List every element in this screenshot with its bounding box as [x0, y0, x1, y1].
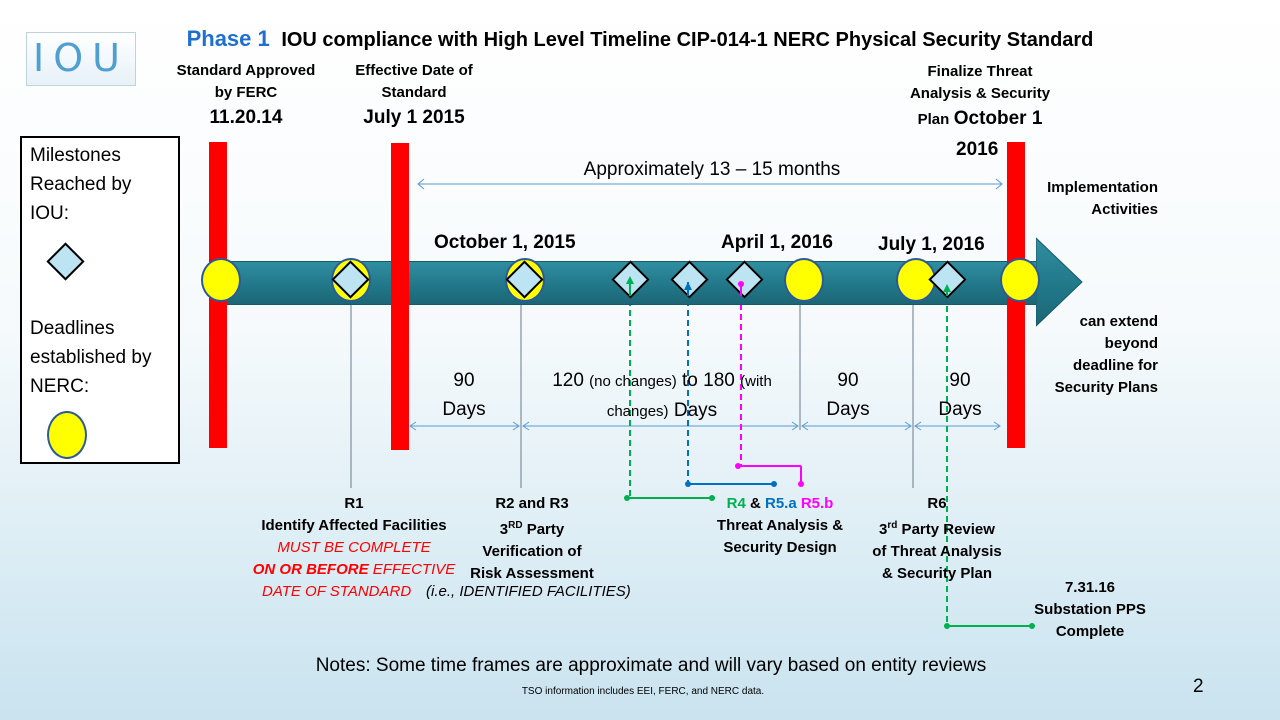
span-arrow	[417, 178, 1003, 190]
implementation-label: Implementation Activities	[1047, 179, 1158, 218]
tso-footnote: TSO information includes EEI, FERC, and …	[521, 686, 765, 697]
pps-complete-block: 7.31.16 Substation PPS Complete	[1034, 579, 1146, 640]
title-text: IOU compliance with High Level Timeline …	[281, 29, 1094, 51]
date-apr-2016: April 1, 2016	[721, 232, 833, 253]
duration-4: 90 Days	[938, 370, 982, 420]
extend-label: can extend beyond deadline for Security …	[1054, 313, 1158, 396]
finalize-plan-line: Plan October 1	[917, 108, 1043, 129]
deadline-marker-final	[1000, 258, 1040, 302]
slide-title: Phase 1 IOU compliance with High Level T…	[0, 26, 1280, 52]
timeline-arrowhead	[1036, 237, 1083, 327]
deadline-marker-approved	[201, 258, 241, 302]
page-number: 2	[1193, 676, 1204, 697]
finalize-year: 2016	[956, 139, 999, 160]
r1-block: R1 Identify Affected Facilities MUST BE …	[252, 495, 456, 600]
phase-label: Phase 1	[186, 26, 270, 51]
duration-2: 120 (no changes) to 180 (with changes) D…	[552, 370, 772, 421]
legend-milestones-label: Milestones Reached by IOU:	[30, 145, 132, 224]
legend-deadline-circle-icon	[47, 411, 87, 459]
r23-identified-facilities: (i.e., IDENTIFIED FACILITIES)	[426, 583, 631, 600]
date-oct-2015: October 1, 2015	[434, 232, 576, 253]
notes-text: Notes: Some time frames are approximate …	[315, 655, 987, 676]
duration-3: 90 Days	[826, 370, 870, 420]
approved-label: Standard Approved by FERC	[176, 62, 316, 101]
effective-label: Effective Date of Standard	[355, 62, 473, 101]
iou-logo: IOU	[26, 32, 136, 86]
effective-date: July 1 2015	[363, 107, 465, 128]
legend-box	[20, 136, 180, 464]
r6-block: R6 3rd Party Review of Threat Analysis &…	[872, 495, 1002, 582]
r45-block: R4 & R5.a R5.b Threat Analysis & Securit…	[716, 495, 844, 556]
r23-block: R2 and R3 3RD Party Verification of Risk…	[470, 495, 594, 582]
span-label: Approximately 13 – 15 months	[583, 159, 841, 180]
deadline-bar-effective	[391, 143, 409, 450]
duration-1: 90 Days	[442, 370, 486, 420]
finalize-label: Finalize Threat Analysis & Security	[909, 63, 1051, 102]
legend-deadlines-label: Deadlines established by NERC:	[30, 318, 152, 397]
date-jul-2016: July 1, 2016	[878, 234, 985, 255]
approved-date: 11.20.14	[209, 107, 283, 128]
deadline-marker-apr	[784, 258, 824, 302]
